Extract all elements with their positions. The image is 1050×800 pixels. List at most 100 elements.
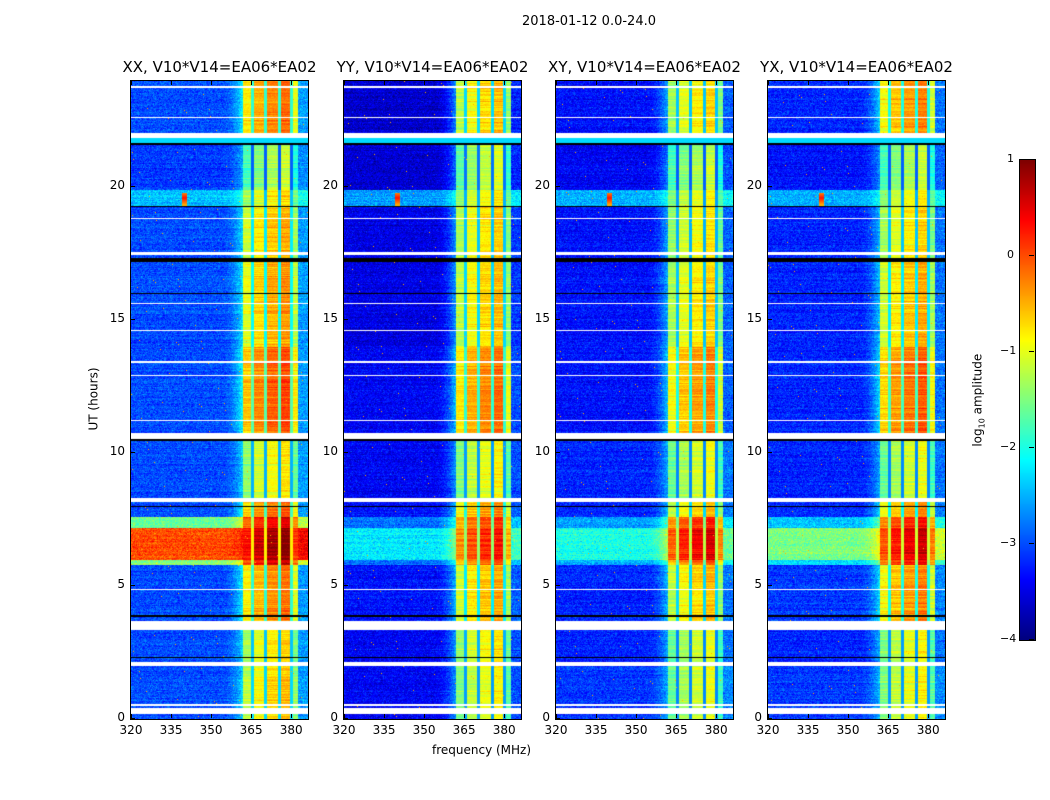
x-tick — [211, 714, 213, 718]
x-tick — [808, 714, 810, 718]
y-tick — [131, 585, 135, 587]
y-tick-label: 0 — [330, 710, 338, 724]
x-tick-label: 320 — [544, 723, 568, 737]
y-tick — [344, 585, 348, 587]
x-tick — [848, 714, 850, 718]
x-tick — [291, 714, 293, 718]
y-tick — [556, 319, 560, 321]
y-tick-label: 0 — [754, 710, 762, 724]
heatmap-canvas — [768, 81, 945, 719]
x-tick — [716, 714, 718, 718]
y-tick — [131, 718, 135, 719]
y-tick — [768, 585, 772, 587]
y-tick — [768, 452, 772, 454]
y-tick-label: 10 — [746, 444, 762, 459]
x-tick — [424, 81, 426, 85]
y-tick-label: 0 — [117, 710, 125, 724]
x-tick — [464, 81, 466, 85]
x-tick — [556, 714, 557, 718]
x-tick — [384, 81, 386, 85]
y-tick-label: 15 — [746, 311, 762, 326]
colorbar-tick — [1029, 255, 1034, 256]
x-tick — [171, 714, 173, 718]
x-tick-label: 320 — [119, 723, 143, 737]
x-tick-label: 380 — [704, 723, 728, 737]
y-tick — [344, 718, 348, 719]
y-tick — [768, 319, 772, 321]
x-tick — [768, 714, 769, 718]
y-tick-label: 5 — [542, 577, 550, 592]
y-tick-label: 15 — [322, 311, 338, 326]
y-tick-label: 0 — [542, 710, 550, 724]
colorbar-tick — [1029, 351, 1034, 352]
x-tick-label: 350 — [836, 723, 860, 737]
y-tick-label: 10 — [109, 444, 125, 459]
heatmap-canvas — [131, 81, 308, 719]
spectrogram-panel-xy — [555, 80, 734, 720]
colorbar-tick-label: 0 — [1007, 248, 1014, 261]
x-tick-label: 365 — [452, 723, 476, 737]
y-tick-label: 20 — [746, 178, 762, 193]
x-tick — [888, 81, 890, 85]
x-tick-label: 320 — [756, 723, 780, 737]
y-tick — [131, 186, 135, 188]
panel-title: XX, V10*V14=EA06*EA02 — [122, 58, 317, 76]
x-tick — [848, 81, 850, 85]
spectrogram-panel-yx — [767, 80, 946, 720]
x-tick-label: 335 — [159, 723, 183, 737]
y-axis-label: UT (hours) — [86, 367, 101, 431]
colorbar-tick-label: −4 — [1000, 632, 1017, 645]
spectrogram-panel-xx — [130, 80, 309, 720]
y-tick — [556, 452, 560, 454]
panel-title: XY, V10*V14=EA06*EA02 — [548, 58, 741, 76]
x-tick-label: 365 — [664, 723, 688, 737]
heatmap-canvas — [556, 81, 733, 719]
x-tick — [171, 81, 173, 85]
x-tick-label: 320 — [332, 723, 356, 737]
colorbar-tick-label: −2 — [1000, 440, 1017, 453]
colorbar-tick-label: 1 — [1007, 152, 1014, 165]
y-tick — [768, 718, 772, 719]
y-tick-label: 15 — [534, 311, 550, 326]
x-tick-label: 335 — [372, 723, 396, 737]
x-tick — [928, 81, 930, 85]
x-tick-label: 380 — [916, 723, 940, 737]
x-tick — [716, 81, 718, 85]
y-tick — [344, 186, 348, 188]
y-tick — [344, 452, 348, 454]
x-tick — [808, 81, 810, 85]
x-tick-label: 350 — [624, 723, 648, 737]
x-tick-label: 335 — [584, 723, 608, 737]
y-tick — [131, 319, 135, 321]
x-tick — [888, 714, 890, 718]
figure-title: 2018-01-12 0.0-24.0 — [522, 14, 656, 29]
x-tick-label: 350 — [412, 723, 436, 737]
x-tick — [424, 714, 426, 718]
y-tick — [556, 186, 560, 188]
x-tick — [676, 81, 678, 85]
x-tick — [291, 81, 293, 85]
y-tick — [556, 718, 560, 719]
x-tick — [504, 714, 506, 718]
x-tick — [676, 714, 678, 718]
y-tick-label: 20 — [534, 178, 550, 193]
colorbar-tick-label: −3 — [1000, 536, 1017, 549]
heatmap-canvas — [344, 81, 521, 719]
y-tick-label: 20 — [322, 178, 338, 193]
y-tick — [556, 585, 560, 587]
x-tick — [504, 81, 506, 85]
x-tick-label: 335 — [796, 723, 820, 737]
x-tick — [636, 81, 638, 85]
panel-title: YY, V10*V14=EA06*EA02 — [336, 58, 529, 76]
x-tick — [596, 714, 598, 718]
x-tick — [131, 81, 132, 85]
colorbar-tick — [1029, 159, 1034, 160]
x-tick — [384, 714, 386, 718]
x-axis-label: frequency (MHz) — [432, 743, 532, 757]
x-tick — [596, 81, 598, 85]
colorbar-label: log10 amplitude — [970, 353, 987, 447]
x-tick — [556, 81, 557, 85]
x-tick-label: 350 — [199, 723, 223, 737]
y-tick-label: 5 — [330, 577, 338, 592]
x-tick — [464, 714, 466, 718]
